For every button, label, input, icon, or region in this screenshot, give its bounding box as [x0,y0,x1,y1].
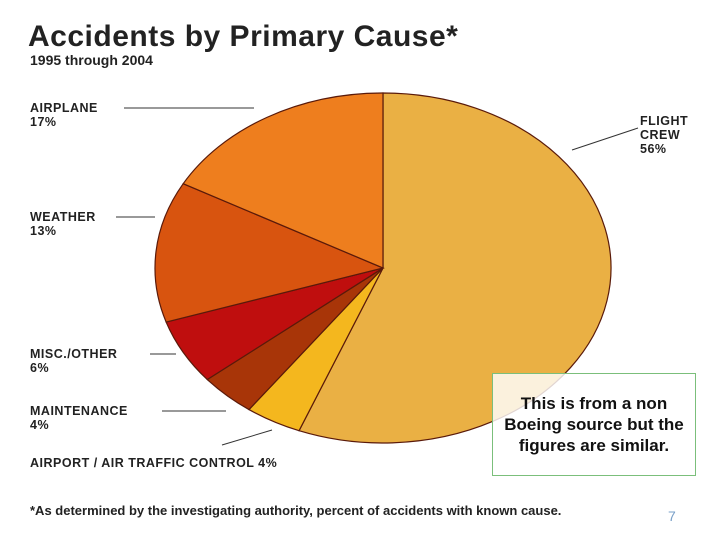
slice-name-misc-other: MISC./OTHER [30,347,117,361]
pie-slice-airplane [182,92,384,269]
chart-title: Accidents by Primary Cause* [28,20,459,53]
page-number: 7 [668,508,676,524]
slice-name-airplane: AIRPLANE [30,101,98,115]
footnote: *As determined by the investigating auth… [30,503,562,518]
leader-line-flight-crew [571,127,639,151]
slice-value-misc-other: 6% [30,361,49,375]
chart-subtitle: 1995 through 2004 [30,52,153,68]
slice-name-weather: WEATHER [30,210,96,224]
slice-value-weather: 13% [30,224,57,238]
slice-name-flight-crew-1: CREW [640,128,680,142]
slice-label-airport-air-traffic-control: AIRPORT / AIR TRAFFIC CONTROL 4% [30,456,277,470]
pie-slice-flight-crew [298,92,612,444]
slice-value-airplane: 17% [30,115,57,129]
slice-value-flight-crew: 56% [640,142,667,156]
pie-slice-weather [154,182,385,323]
leader-line-airport-air-traffic-control [221,429,273,446]
slice-name-maintenance: MAINTENANCE [30,404,128,418]
slice-name-flight-crew-0: FLIGHT [640,114,688,128]
slice-value-maintenance: 4% [30,418,49,432]
annotation-note: This is from a non Boeing source but the… [492,373,696,476]
